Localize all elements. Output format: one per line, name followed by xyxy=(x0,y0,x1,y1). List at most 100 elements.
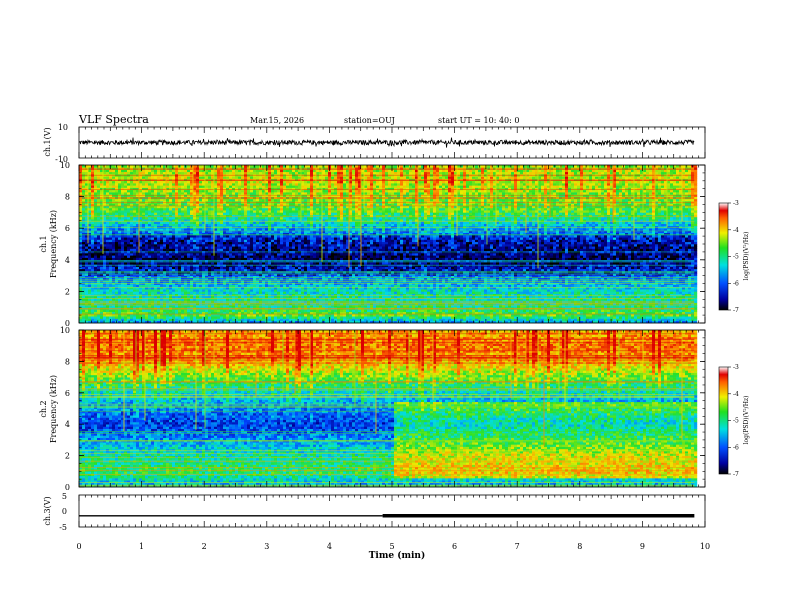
spectrogram-cell xyxy=(187,275,191,279)
spectrogram-cell xyxy=(238,183,242,186)
spectrogram-cell xyxy=(262,198,266,202)
spectrogram-cell xyxy=(262,318,266,322)
spectrogram-cell xyxy=(247,210,251,213)
spectrogram-cell xyxy=(163,228,167,231)
spectrogram-cell xyxy=(121,264,125,267)
spectrogram-cell xyxy=(160,311,164,315)
spectrogram-cell xyxy=(187,302,191,306)
spectrogram-cell xyxy=(265,176,269,179)
spectrogram-cell xyxy=(178,212,182,215)
spectrogram-cell xyxy=(190,286,194,290)
spectrogram-cell xyxy=(202,169,206,173)
spectrogram-cell xyxy=(217,176,221,179)
spectrogram-cell xyxy=(91,264,95,267)
spectrogram-cell xyxy=(223,268,227,272)
spectrogram-cell xyxy=(178,253,182,256)
spectrogram-cell xyxy=(154,171,158,175)
spectrogram-cell xyxy=(208,246,212,249)
spectrogram-cell xyxy=(145,219,149,222)
spectrogram-cell xyxy=(181,313,185,317)
spectrogram-cell xyxy=(238,246,242,249)
spectrogram-cell xyxy=(184,192,188,195)
spectrogram-cell xyxy=(103,189,107,193)
spectrogram-cell xyxy=(199,311,203,315)
spectrogram-cell xyxy=(211,273,215,276)
spectrogram-cell xyxy=(235,257,239,261)
spectrogram-cell xyxy=(187,180,191,184)
spectrogram-cell xyxy=(163,223,167,227)
spectrogram-cell xyxy=(148,180,152,184)
spectrogram-cell xyxy=(133,221,137,224)
spectrogram-cell xyxy=(274,248,278,252)
spectrogram-cell xyxy=(244,207,248,211)
spectrogram-cell xyxy=(178,171,182,175)
spectrogram-cell xyxy=(232,289,236,292)
spectrogram-cell xyxy=(232,225,236,229)
spectrogram-cell xyxy=(217,232,221,236)
spectrogram-cell xyxy=(238,241,242,245)
spectrogram-cell xyxy=(139,239,143,243)
spectrogram-cell xyxy=(226,230,230,234)
spectrogram-cell xyxy=(193,255,197,258)
spectrogram-cell xyxy=(193,318,197,322)
spectrogram-cell xyxy=(142,223,146,227)
spectrogram-cell xyxy=(163,320,167,324)
spectrogram-cell xyxy=(172,316,176,319)
spectrogram-cell xyxy=(154,311,158,315)
spectrogram-cell xyxy=(106,291,110,294)
spectrogram-cell xyxy=(181,257,185,261)
spectrogram-cell xyxy=(184,203,188,206)
spectrogram-cell xyxy=(163,244,167,247)
spectrogram-cell xyxy=(220,234,224,238)
spectrogram-cell xyxy=(145,165,149,168)
spectrogram-cell xyxy=(151,230,155,234)
spectrogram-cell xyxy=(247,165,251,168)
spectrogram-cell xyxy=(184,225,188,229)
spectrogram-cell xyxy=(160,320,164,324)
spectrogram-cell xyxy=(181,241,185,245)
spectrogram-cell xyxy=(268,228,272,231)
spectrogram-cell xyxy=(229,225,233,229)
spectrogram-cell xyxy=(214,302,218,306)
spectrogram-cell xyxy=(148,203,152,206)
spectrogram-cell xyxy=(85,203,89,206)
spectrogram-cell xyxy=(190,221,194,224)
spectrogram-cell xyxy=(94,216,98,220)
spectrogram-cell xyxy=(199,187,203,191)
spectrogram-cell xyxy=(184,262,188,265)
spectrogram-cell xyxy=(148,264,152,267)
spectrogram-cell xyxy=(139,230,143,234)
spectrogram-cell xyxy=(220,277,224,281)
spectrogram-cell xyxy=(217,237,221,240)
spectrogram-cell xyxy=(124,207,128,211)
spectrogram-cell xyxy=(142,187,146,191)
spectrogram-cell xyxy=(94,293,98,297)
spectrogram-cell xyxy=(211,210,215,213)
spectrogram-cell xyxy=(226,219,230,222)
spectrogram-cell xyxy=(127,212,131,215)
spectrogram-cell xyxy=(79,286,83,290)
spectrogram-cell xyxy=(271,255,275,258)
spectrogram-cell xyxy=(97,248,101,252)
spectrogram-cell xyxy=(100,298,104,301)
spectrogram-cell xyxy=(232,176,236,179)
spectrogram-cell xyxy=(163,241,167,245)
spectrogram-cell xyxy=(184,232,188,236)
spectrogram-cell xyxy=(157,212,161,215)
spectrogram-cell xyxy=(172,203,176,206)
spectrogram-cell xyxy=(145,266,149,270)
spectrogram-cell xyxy=(226,234,230,238)
spectrogram-cell xyxy=(217,304,221,308)
spectrogram-cell xyxy=(253,309,257,313)
spectrogram-cell xyxy=(184,286,188,290)
spectrogram-cell xyxy=(262,275,266,279)
spectrogram-cell xyxy=(247,189,251,193)
spectrogram-cell xyxy=(268,264,272,267)
spectrogram-cell xyxy=(241,244,245,247)
spectrogram-cell xyxy=(190,180,194,184)
spectrogram-cell xyxy=(253,198,257,202)
spectrogram-cell xyxy=(235,275,239,279)
spectrogram-cell xyxy=(82,169,86,173)
spectrogram-cell xyxy=(190,311,194,315)
spectrogram-cell xyxy=(109,237,113,240)
